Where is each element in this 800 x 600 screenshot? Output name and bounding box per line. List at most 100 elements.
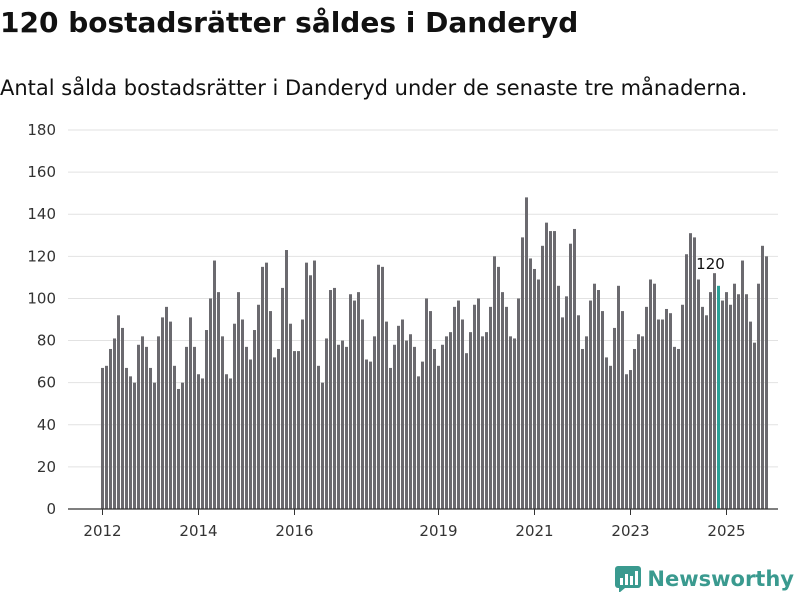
bar (121, 327, 124, 509)
bar (477, 298, 480, 509)
bar (281, 287, 284, 509)
bar (113, 338, 116, 509)
bar (713, 273, 716, 509)
bar (101, 367, 104, 509)
bar (505, 306, 508, 509)
bar (661, 319, 664, 509)
bar (213, 260, 216, 509)
bar (697, 279, 700, 509)
bar (701, 306, 704, 509)
x-tick-label: 2025 (707, 522, 745, 540)
bar (289, 323, 292, 509)
bar (509, 336, 512, 509)
bar (325, 338, 328, 509)
bar (725, 292, 728, 509)
bar (365, 359, 368, 509)
bar (313, 260, 316, 509)
bar (405, 340, 408, 509)
bar (337, 344, 340, 509)
bar (541, 245, 544, 510)
bar (749, 321, 752, 509)
bar (205, 330, 208, 509)
bar (677, 348, 680, 509)
bar (445, 336, 448, 509)
bar (381, 266, 384, 509)
bar (417, 376, 420, 509)
bar (361, 319, 364, 509)
bar (429, 311, 432, 509)
bar (753, 342, 756, 509)
bar (641, 336, 644, 509)
bar (473, 304, 476, 509)
bar (733, 283, 736, 509)
bar (133, 382, 136, 509)
bar (161, 317, 164, 509)
bar (457, 300, 460, 509)
bar (493, 256, 496, 509)
x-tick-label: 2016 (275, 522, 313, 540)
bar (585, 336, 588, 509)
bar (273, 357, 276, 509)
bar (357, 292, 360, 509)
bar (597, 290, 600, 509)
bar (425, 298, 428, 509)
bar (737, 294, 740, 509)
bar (745, 294, 748, 509)
bar (169, 321, 172, 509)
bar (729, 304, 732, 509)
bar (517, 298, 520, 509)
bar (241, 319, 244, 509)
bar (501, 292, 504, 509)
bar (401, 319, 404, 509)
bar (141, 336, 144, 509)
bar (277, 348, 280, 509)
bar (561, 317, 564, 509)
bar (601, 311, 604, 509)
bar (681, 304, 684, 509)
bar (125, 367, 128, 509)
y-tick-label: 0 (46, 500, 56, 518)
bar (329, 290, 332, 509)
newsworthy-logo-icon (615, 566, 642, 592)
bar (441, 344, 444, 509)
bar (185, 346, 188, 509)
bar (669, 313, 672, 509)
bar (377, 264, 380, 509)
bar (209, 298, 212, 509)
bar (297, 351, 300, 509)
bar (217, 292, 220, 509)
bar (705, 315, 708, 509)
bar (653, 283, 656, 509)
bar (373, 336, 376, 509)
bar (149, 367, 152, 509)
bar (193, 346, 196, 509)
bar (345, 346, 348, 509)
bar (657, 319, 660, 509)
bar (489, 306, 492, 509)
bar (369, 361, 372, 509)
brand-name: Newsworthy (647, 567, 794, 591)
bar (153, 382, 156, 509)
bar (741, 260, 744, 509)
bar (521, 237, 524, 509)
bar (117, 315, 120, 509)
bar (341, 340, 344, 509)
bar (249, 359, 252, 509)
bar (461, 319, 464, 509)
y-tick-label: 60 (37, 374, 56, 392)
bar (593, 283, 596, 509)
bar (265, 262, 268, 509)
bar (197, 374, 200, 509)
bar (353, 300, 356, 509)
bar (393, 344, 396, 509)
bars (101, 197, 768, 510)
bar (333, 287, 336, 509)
bar (173, 365, 176, 509)
bar (469, 332, 472, 509)
y-tick-label: 20 (37, 458, 56, 476)
x-tick-label: 2012 (83, 522, 121, 540)
bar (321, 382, 324, 509)
bar (525, 197, 528, 509)
bar (617, 285, 620, 509)
bar (269, 311, 272, 509)
